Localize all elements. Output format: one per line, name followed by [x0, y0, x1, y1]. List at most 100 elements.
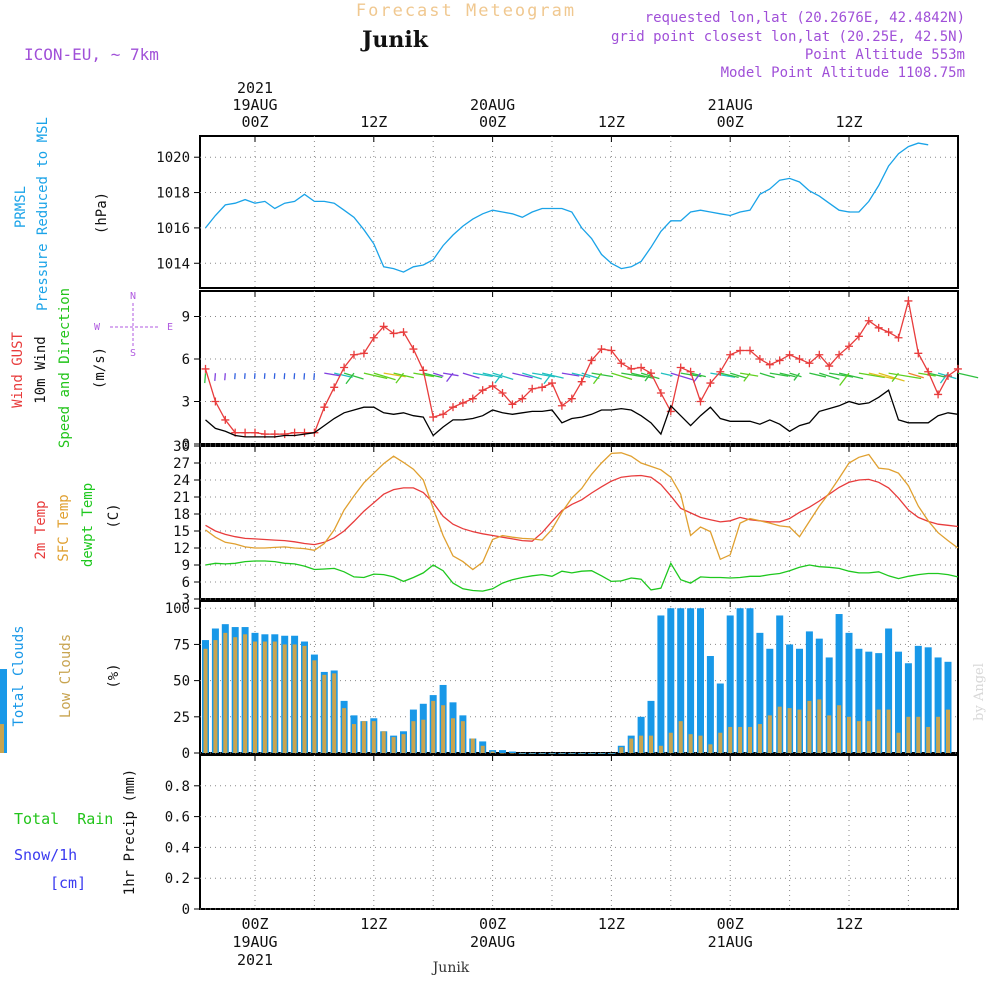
wind-unit: (m/s)	[92, 347, 108, 389]
wind-arrow	[918, 372, 936, 377]
wind-arrow	[640, 372, 660, 380]
wind-arrow	[313, 373, 316, 380]
low-cloud-bar	[668, 732, 673, 753]
gust-marker	[815, 350, 824, 359]
low-cloud-bar	[401, 734, 406, 753]
wind-arrow	[393, 372, 414, 379]
time-label-top: 00Z	[717, 113, 744, 131]
wind-arrow	[214, 373, 217, 382]
wind-10m-label: 10m Wind	[33, 336, 49, 403]
wind-arrow	[957, 372, 979, 379]
clouds-ytick-label: 50	[173, 674, 190, 690]
time-label-bottom: 12Z	[835, 915, 862, 933]
low-cloud-bar	[579, 753, 584, 754]
footer-location: Junik	[431, 960, 470, 976]
total-cloud-bar	[726, 615, 734, 753]
low-cloud-bar	[866, 721, 871, 753]
time-label-bottom: 00Z	[717, 915, 744, 933]
compass-n: N	[130, 291, 136, 302]
temperature-ytick-label: 18	[173, 507, 190, 523]
total-cloud-bar	[845, 632, 853, 753]
10m-wind-line	[205, 389, 958, 438]
time-label-top: 12Z	[598, 113, 625, 131]
wind-gust-line	[204, 300, 959, 435]
gust-marker	[340, 363, 349, 372]
low-cloud-bar	[738, 726, 743, 753]
low-cloud-bar	[767, 715, 772, 753]
low-cloud-bar	[559, 753, 564, 754]
gust-marker	[567, 394, 576, 403]
wind-arrow	[373, 372, 396, 381]
total-cloud-bar	[697, 608, 704, 753]
time-label-bottom: 00Z	[479, 915, 506, 933]
total-cloud-bar	[835, 614, 843, 753]
wind-arrow	[888, 372, 922, 380]
gust-marker	[835, 350, 844, 359]
low-cloud-bar	[361, 721, 366, 753]
gust-marker	[379, 322, 388, 331]
gust-marker	[419, 366, 428, 375]
total-cloud-bar	[825, 657, 833, 753]
gust-marker	[538, 383, 547, 392]
temp-sfc-label: SFC Temp	[56, 494, 72, 561]
wind-arrow	[838, 372, 864, 380]
wind-arrow	[891, 372, 900, 383]
compass-s: S	[130, 348, 136, 359]
gust-marker	[864, 316, 873, 325]
low-cloud-bar	[886, 709, 891, 753]
temp-labels: 2m Temp SFC Temp dewpt Temp (C)	[33, 483, 122, 567]
low-cloud-bar	[896, 732, 901, 753]
total-clouds-label: Total Clouds	[11, 625, 27, 726]
low-cloud-bar	[352, 724, 356, 753]
wind-arrow	[670, 372, 694, 381]
time-label-top: 19AUG	[232, 96, 277, 114]
gust-marker	[666, 407, 675, 416]
dewpt-temp-line	[205, 560, 959, 592]
low-cloud-bar	[629, 738, 634, 753]
gust-marker	[478, 386, 487, 395]
low-cloud-bar	[708, 744, 713, 753]
low-cloud-bar	[391, 737, 396, 753]
low-cloud-bar	[658, 745, 663, 753]
wind-arrow	[532, 372, 555, 378]
gust-marker	[894, 333, 903, 342]
precip-ytick-label: 0.4	[165, 840, 190, 856]
total-cloud-bar	[865, 651, 873, 753]
low-cloud-bar	[916, 716, 921, 753]
time-label-top: 20AUG	[470, 96, 515, 114]
gust-marker	[924, 367, 933, 376]
low-cloud-bar	[777, 706, 782, 753]
gust-marker	[211, 397, 220, 406]
pressure-ytick-label: 1020	[156, 150, 190, 166]
gust-marker	[736, 346, 745, 355]
low-cloud-bar	[233, 637, 238, 753]
gust-marker	[280, 430, 289, 439]
total-cloud-bar	[499, 750, 506, 753]
time-label-bottom: 2021	[237, 951, 273, 969]
low-cloud-bar	[530, 753, 535, 754]
gust-marker	[320, 403, 329, 412]
snow-unit-label: [cm]	[50, 874, 86, 892]
wind-arrow	[868, 372, 895, 380]
total-cloud-bar	[934, 657, 942, 753]
total-cloud-bar	[746, 608, 754, 753]
gust-marker	[845, 342, 853, 351]
location-name: Junik	[360, 27, 429, 53]
wind-arrow	[423, 372, 443, 379]
low-cloud-bar	[213, 640, 218, 753]
temp-dew-label: dewpt Temp	[80, 483, 96, 567]
wind-arrow	[878, 372, 905, 382]
gust-marker	[746, 346, 754, 355]
precip-frame	[199, 754, 959, 910]
model-label: ICON-EU, ~ 7km	[24, 45, 159, 64]
temp-2m-label: 2m Temp	[33, 500, 49, 559]
low-cloud-bar	[609, 753, 614, 754]
gust-marker	[389, 329, 398, 338]
wind-dir-label: Speed and Direction	[57, 288, 73, 448]
wind-arrow	[660, 372, 673, 377]
total-cloud-bar	[924, 647, 932, 753]
wind-arrow	[204, 373, 207, 384]
low-cloud-bar	[0, 724, 4, 753]
gust-marker	[528, 384, 537, 393]
total-cloud-bar	[796, 648, 803, 753]
